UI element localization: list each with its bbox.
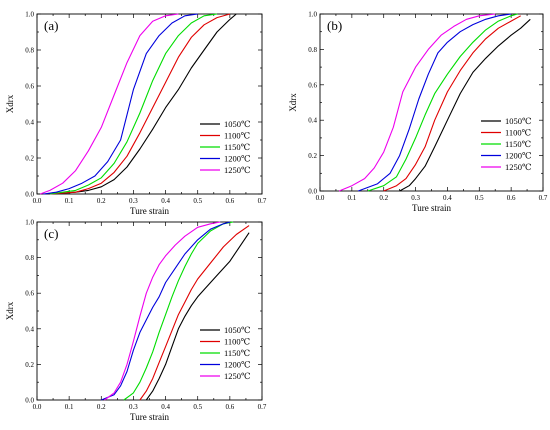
y-tick-label: 0.0: [25, 191, 34, 199]
series-line-2: [49, 13, 218, 195]
legend-label: 1200℃: [505, 151, 532, 161]
x-tick-label: 0.3: [129, 197, 138, 205]
panel-c: 0.0 0.1 0.2 0.3 0.4 0.5 0.6 0.7 0.0 0.2 0.4 0.6 0.8 1…: [5, 219, 267, 423]
series-line-4: [338, 13, 496, 192]
panel-b: 0.0 0.1 0.2 0.3 0.4 0.5 0.6 0.7 0.0 0.2 0.4 0.6 0.8 1…: [288, 11, 548, 214]
y-tick-label: 0.8: [308, 46, 317, 54]
y-tick-label: 0.8: [25, 254, 34, 262]
series-line-1: [139, 225, 250, 401]
series-line-3: [101, 221, 231, 401]
y-tick-label: 0.4: [25, 325, 34, 333]
panel-label: (c): [44, 226, 58, 241]
legend-label: 1150℃: [224, 348, 250, 358]
y-tick-label: 0.6: [25, 83, 34, 91]
x-tick-label: 0.7: [539, 194, 548, 202]
x-axis-title: Ture strain: [130, 206, 169, 216]
x-tick-label: 0.0: [316, 194, 325, 202]
y-tick-label: 1.0: [25, 11, 34, 19]
x-tick-label: 0.5: [475, 194, 484, 202]
x-tick-label: 0.2: [97, 403, 106, 411]
series-line-1: [383, 15, 521, 192]
x-tick-label: 0.4: [161, 197, 170, 205]
legend-label: 1150℃: [505, 139, 531, 149]
panel-label: (b): [327, 18, 342, 33]
x-tick-label: 0.4: [443, 194, 452, 202]
x-tick-label: 0.1: [347, 194, 356, 202]
y-axis-title: Xdrx: [5, 94, 15, 113]
x-tick-label: 0.1: [65, 403, 74, 411]
x-tick-label: 0.0: [33, 197, 42, 205]
series-line-4: [104, 221, 221, 401]
x-tick-label: 0.3: [411, 194, 420, 202]
legend-label: 1250℃: [224, 165, 251, 175]
series-line-4: [40, 13, 179, 195]
series-line-0: [399, 18, 531, 192]
y-tick-label: 1.0: [308, 11, 317, 19]
x-tick-label: 0.6: [225, 403, 234, 411]
x-tick-label: 0.0: [33, 403, 42, 411]
series-line-2: [123, 221, 234, 401]
series-line-1: [49, 13, 231, 195]
x-tick-label: 0.3: [129, 403, 138, 411]
legend-label: 1100℃: [224, 131, 250, 141]
x-tick-label: 0.5: [193, 403, 202, 411]
x-tick-label: 0.1: [65, 197, 74, 205]
legend-label: 1250℃: [505, 162, 532, 172]
x-axis-title: Ture strain: [130, 412, 169, 422]
series-line-3: [358, 13, 512, 192]
x-axis-title: Ture strain: [412, 203, 451, 213]
y-tick-label: 0.2: [308, 152, 317, 160]
y-tick-label: 0.2: [25, 155, 34, 163]
x-tick-label: 0.7: [258, 197, 267, 205]
x-tick-label: 0.5: [193, 197, 202, 205]
legend-label: 1200℃: [224, 360, 251, 370]
legend-label: 1050℃: [224, 119, 251, 129]
panel-a: 0.0 0.1 0.2 0.3 0.4 0.5 0.6 0.7 0.0 0.2 0.4 0.6 0.8 1…: [5, 11, 267, 217]
legend-label: 1050℃: [505, 116, 532, 126]
legend-label: 1100℃: [505, 128, 531, 138]
y-tick-label: 0.8: [25, 47, 34, 55]
series-line-0: [49, 13, 237, 195]
legend-label: 1150℃: [224, 142, 250, 152]
legend-label: 1100℃: [224, 337, 250, 347]
panel-label: (a): [44, 18, 58, 33]
x-tick-label: 0.2: [97, 197, 106, 205]
y-tick-label: 1.0: [25, 219, 34, 227]
y-tick-label: 0.6: [25, 290, 34, 298]
x-tick-label: 0.4: [161, 403, 170, 411]
x-tick-label: 0.2: [379, 194, 388, 202]
x-tick-label: 0.6: [507, 194, 516, 202]
y-axis-title: Xdrx: [5, 301, 15, 320]
y-tick-label: 0.0: [25, 397, 34, 405]
series-line-3: [43, 13, 198, 195]
x-tick-label: 0.6: [225, 197, 234, 205]
x-tick-label: 0.7: [258, 403, 267, 411]
y-tick-label: 0.4: [308, 117, 317, 125]
y-tick-label: 0.0: [308, 188, 317, 196]
series-line-2: [367, 13, 518, 192]
y-axis-title: Xdrx: [288, 93, 298, 112]
series-line-0: [145, 232, 250, 401]
y-tick-label: 0.6: [308, 81, 317, 89]
y-tick-label: 0.2: [25, 361, 34, 369]
legend-label: 1200℃: [224, 154, 251, 164]
y-tick-label: 0.4: [25, 119, 34, 127]
legend-label: 1050℃: [224, 325, 251, 335]
legend-label: 1250℃: [224, 371, 251, 381]
